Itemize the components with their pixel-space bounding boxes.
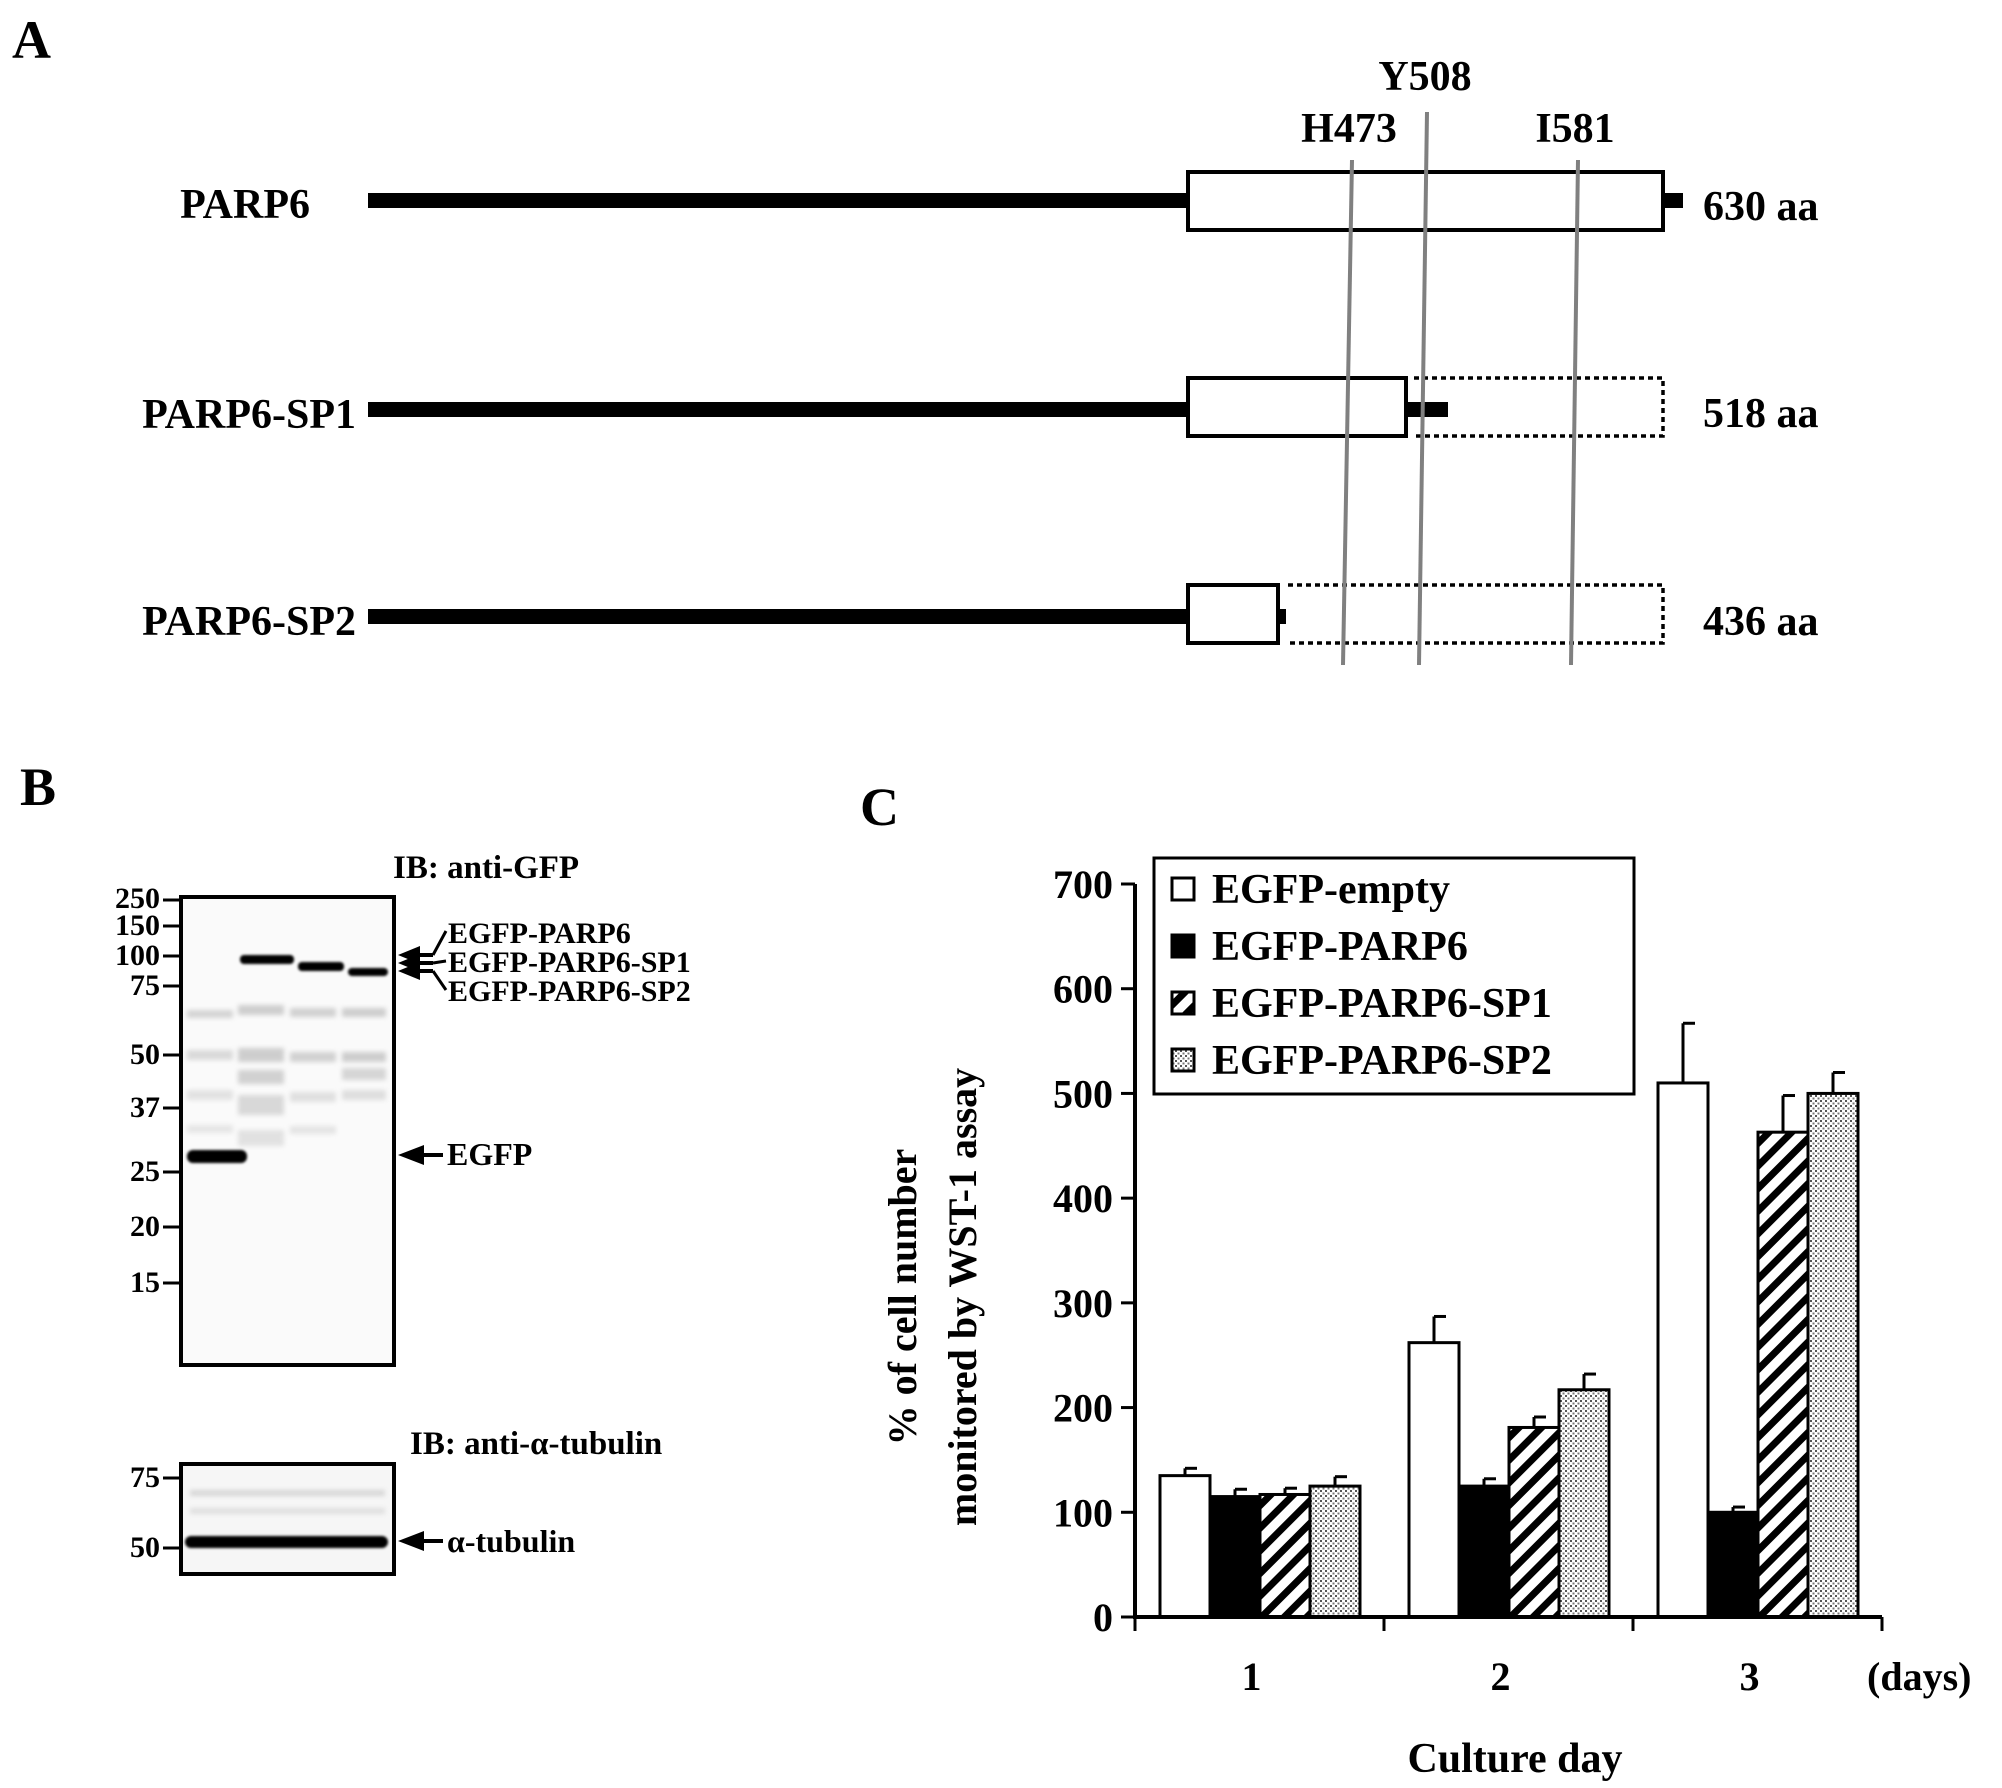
bar-egfp-parp6-day3 (1706, 1510, 1760, 1619)
bar-egfp-parp6-sp2-day1 (1308, 1484, 1362, 1619)
y-tick-label-300: 300 (1053, 1281, 1113, 1326)
construct-name-parp6-sp2: PARP6-SP2 (142, 599, 356, 645)
marker-15: 15 (130, 1266, 160, 1299)
marker-250: 250 (115, 882, 160, 915)
arrow-tubulin (398, 1531, 424, 1551)
y-axis-label-line1: % of cell number (880, 1149, 925, 1446)
construct-length-parp6-sp2: 436 aa (1703, 599, 1819, 645)
marker-50: 50 (130, 1038, 160, 1071)
construct-tail-parp6 (1663, 193, 1683, 208)
panel-b-blots: IB: anti-GFP (115, 850, 691, 1576)
marker-37: 37 (130, 1091, 160, 1124)
construct-name-parp6-sp1: PARP6-SP1 (142, 392, 356, 438)
bars-layer (1158, 1021, 1860, 1619)
chart-legend: EGFP-empty EGFP-PARP6 EGFP-PARP6-SP1 EGFP-P… (1152, 856, 1636, 1096)
y-tick-label-700: 700 (1053, 862, 1113, 907)
x-tick-label-2: 2 (1491, 1654, 1511, 1699)
band-egfp-parp6 (240, 955, 294, 964)
legend-swatch-egfp-parp6-sp1 (1170, 990, 1196, 1016)
marker-75: 75 (130, 969, 160, 1002)
blot-bottom (179, 1462, 396, 1576)
label-egfp-parp6: EGFP-PARP6 (448, 917, 631, 950)
construct-length-parp6-sp1: 518 aa (1703, 391, 1819, 437)
x-tick-label-3: 3 (1740, 1654, 1760, 1699)
construct-tail-parp6-sp2 (1278, 609, 1286, 624)
site-line-h473 (1341, 159, 1354, 666)
panel-a-diagram: PARP6 630 aa PARP6-SP1 518 aa PARP6-SP2 … (142, 54, 1819, 666)
site-line-i581 (1569, 159, 1580, 666)
axes-layer: 1 2 3 0 100 200 300 400 500 600 700 (1053, 862, 1884, 1699)
construct-line-parp6-sp1 (368, 402, 1186, 417)
bar-egfp-parp6-day1 (1208, 1495, 1262, 1619)
label-egfp-parp6-sp2: EGFP-PARP6-SP2 (448, 975, 691, 1008)
construct-line-parp6 (368, 193, 1186, 208)
bar-egfp-parp6-sp2-day2 (1557, 1388, 1611, 1619)
legend-box (1152, 856, 1636, 1096)
deleted-region-parp6-sp1 (1414, 376, 1665, 438)
marker-20: 20 (130, 1210, 160, 1243)
label-egfp: EGFP (447, 1136, 532, 1172)
y-axis-label-line2: monitored by WST-1 assay (940, 1068, 985, 1526)
x-axis-label: Culture day (1407, 1736, 1622, 1782)
panel-label-c: C (860, 777, 899, 837)
bar-egfp-parp6-sp1-day2 (1507, 1425, 1561, 1619)
legend-swatch-egfp-parp6 (1170, 933, 1196, 959)
y-tick-label-500: 500 (1053, 1071, 1113, 1116)
marker-150: 150 (115, 909, 160, 942)
band-egfp-parp6-sp2 (348, 968, 388, 976)
legend-swatch-egfp-parp6-sp2 (1170, 1047, 1196, 1073)
legend-swatch-egfp-empty (1170, 876, 1196, 902)
panel-label-a: A (12, 10, 51, 70)
catalytic-domain-parp6-sp1 (1186, 376, 1408, 438)
blot-top-title: IB: anti-GFP (393, 850, 579, 886)
bar-egfp-empty-day3 (1656, 1081, 1710, 1619)
x-axis-unit: (days) (1867, 1654, 1971, 1699)
panel-c-chart: 1 2 3 0 100 200 300 400 500 600 700 % of cell numb… (880, 856, 1971, 1782)
site-line-y508 (1417, 111, 1429, 666)
legend-label-egfp-empty: EGFP-empty (1212, 867, 1450, 913)
arrow-egfp (398, 1145, 424, 1165)
site-label-h473: H473 (1301, 106, 1397, 152)
bar-egfp-empty-day2 (1407, 1341, 1461, 1619)
label-tubulin: α-tubulin (447, 1523, 575, 1559)
arrow-egfp-parp6-sp2 (398, 962, 420, 980)
y-tick-label-0: 0 (1093, 1595, 1113, 1640)
band-egfp-parp6-sp1 (298, 962, 344, 971)
legend-label-egfp-parp6-sp2: EGFP-PARP6-SP2 (1212, 1038, 1552, 1084)
blot-top (179, 895, 396, 1367)
bar-egfp-parp6-day2 (1457, 1484, 1511, 1619)
band-egfp (187, 1150, 247, 1163)
marker-bottom-50: 50 (130, 1531, 160, 1564)
band-arrows-top: EGFP-PARP6 EGFP-PARP6-SP1 EGFP-PARP6-SP2… (398, 917, 691, 1172)
bar-egfp-parp6-sp1-day1 (1258, 1492, 1312, 1619)
site-label-y508: Y508 (1378, 54, 1471, 100)
blot-bottom-title: IB: anti-α-tubulin (410, 1426, 662, 1462)
construct-name-parp6: PARP6 (180, 182, 310, 228)
legend-label-egfp-parp6-sp1: EGFP-PARP6-SP1 (1212, 981, 1552, 1027)
bar-egfp-parp6-sp1-day3 (1756, 1130, 1810, 1619)
y-tick-label-400: 400 (1053, 1176, 1113, 1221)
marker-bottom-75: 75 (130, 1461, 160, 1494)
y-tick-label-600: 600 (1053, 967, 1113, 1012)
marker-25: 25 (130, 1155, 160, 1188)
panel-label-b: B (20, 757, 56, 817)
label-egfp-parp6-sp1: EGFP-PARP6-SP1 (448, 946, 691, 979)
bar-egfp-parp6-sp2-day3 (1806, 1091, 1860, 1619)
x-tick-label-1: 1 (1242, 1654, 1262, 1699)
legend-label-egfp-parp6: EGFP-PARP6 (1212, 924, 1468, 970)
y-tick-label-100: 100 (1053, 1490, 1113, 1535)
catalytic-domain-parp6-sp2 (1186, 583, 1280, 645)
construct-tail-parp6-sp1 (1406, 402, 1448, 417)
site-label-i581: I581 (1535, 106, 1614, 152)
band-tubulin (185, 1536, 388, 1548)
marker-100: 100 (115, 939, 160, 972)
construct-line-parp6-sp2 (368, 609, 1186, 624)
top-markers: 250 150 100 75 50 37 25 20 15 (115, 882, 181, 1299)
bar-egfp-empty-day1 (1158, 1474, 1212, 1619)
y-tick-label-200: 200 (1053, 1386, 1113, 1431)
construct-length-parp6: 630 aa (1703, 184, 1819, 230)
